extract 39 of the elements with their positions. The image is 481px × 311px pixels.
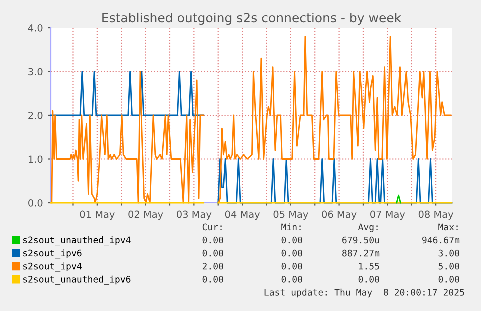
text: 0.00: [358, 276, 380, 283]
y-tick-label: 0.0: [28, 199, 43, 207]
chart-title: Established outgoing s2s connections - by week: [102, 12, 402, 26]
text: 946.67m: [422, 236, 460, 244]
text: 887.27m: [342, 250, 380, 257]
x-tick-label: 08 May: [418, 210, 454, 220]
text: 0.00: [282, 262, 302, 270]
text: 2.00: [202, 262, 224, 270]
text: 3.00: [438, 250, 460, 257]
x-tick-label: 02 May: [128, 210, 164, 220]
y-tick-label: 4.0: [28, 24, 43, 32]
text: 1.55: [359, 263, 380, 270]
text: 0.00: [282, 250, 302, 257]
legend-label: s2sout_unauthed_ipv4: [24, 236, 131, 246]
text: 0.00: [282, 276, 302, 283]
x-tick-label: 03 May: [177, 210, 212, 220]
y-tick-label: 3.0: [28, 68, 43, 76]
text: Avg:: [358, 224, 378, 232]
legend-label: s2sout_ipv4: [24, 262, 82, 272]
text: Cur:: [202, 224, 222, 231]
x-tick-label: 07 May: [370, 210, 406, 220]
x-tick-label: 05 May: [274, 210, 308, 220]
text: Min:: [282, 224, 301, 230]
text: 0.00: [438, 276, 460, 283]
text: 0.00: [202, 250, 224, 257]
text: 5.00: [438, 262, 460, 270]
y-tick-label: 2.0: [28, 112, 43, 120]
text: 0.00: [202, 236, 224, 244]
x-tick-label: 04 May: [225, 210, 260, 220]
x-tick-label: 01 May: [80, 210, 115, 220]
y-tick-label: 1.0: [28, 156, 43, 164]
legend-label: s2sout_unauthed_ipv6: [24, 276, 131, 285]
text: Last update: Thu May 8 20:00:17 2025: [264, 288, 464, 298]
text: 679.50u: [342, 236, 380, 244]
text: Max:: [438, 224, 458, 231]
text: 0.00: [202, 276, 224, 283]
legend-label: s2sout_ipv6: [24, 250, 82, 259]
x-tick-label: 06 May: [322, 210, 357, 220]
text: 0.00: [282, 236, 302, 244]
